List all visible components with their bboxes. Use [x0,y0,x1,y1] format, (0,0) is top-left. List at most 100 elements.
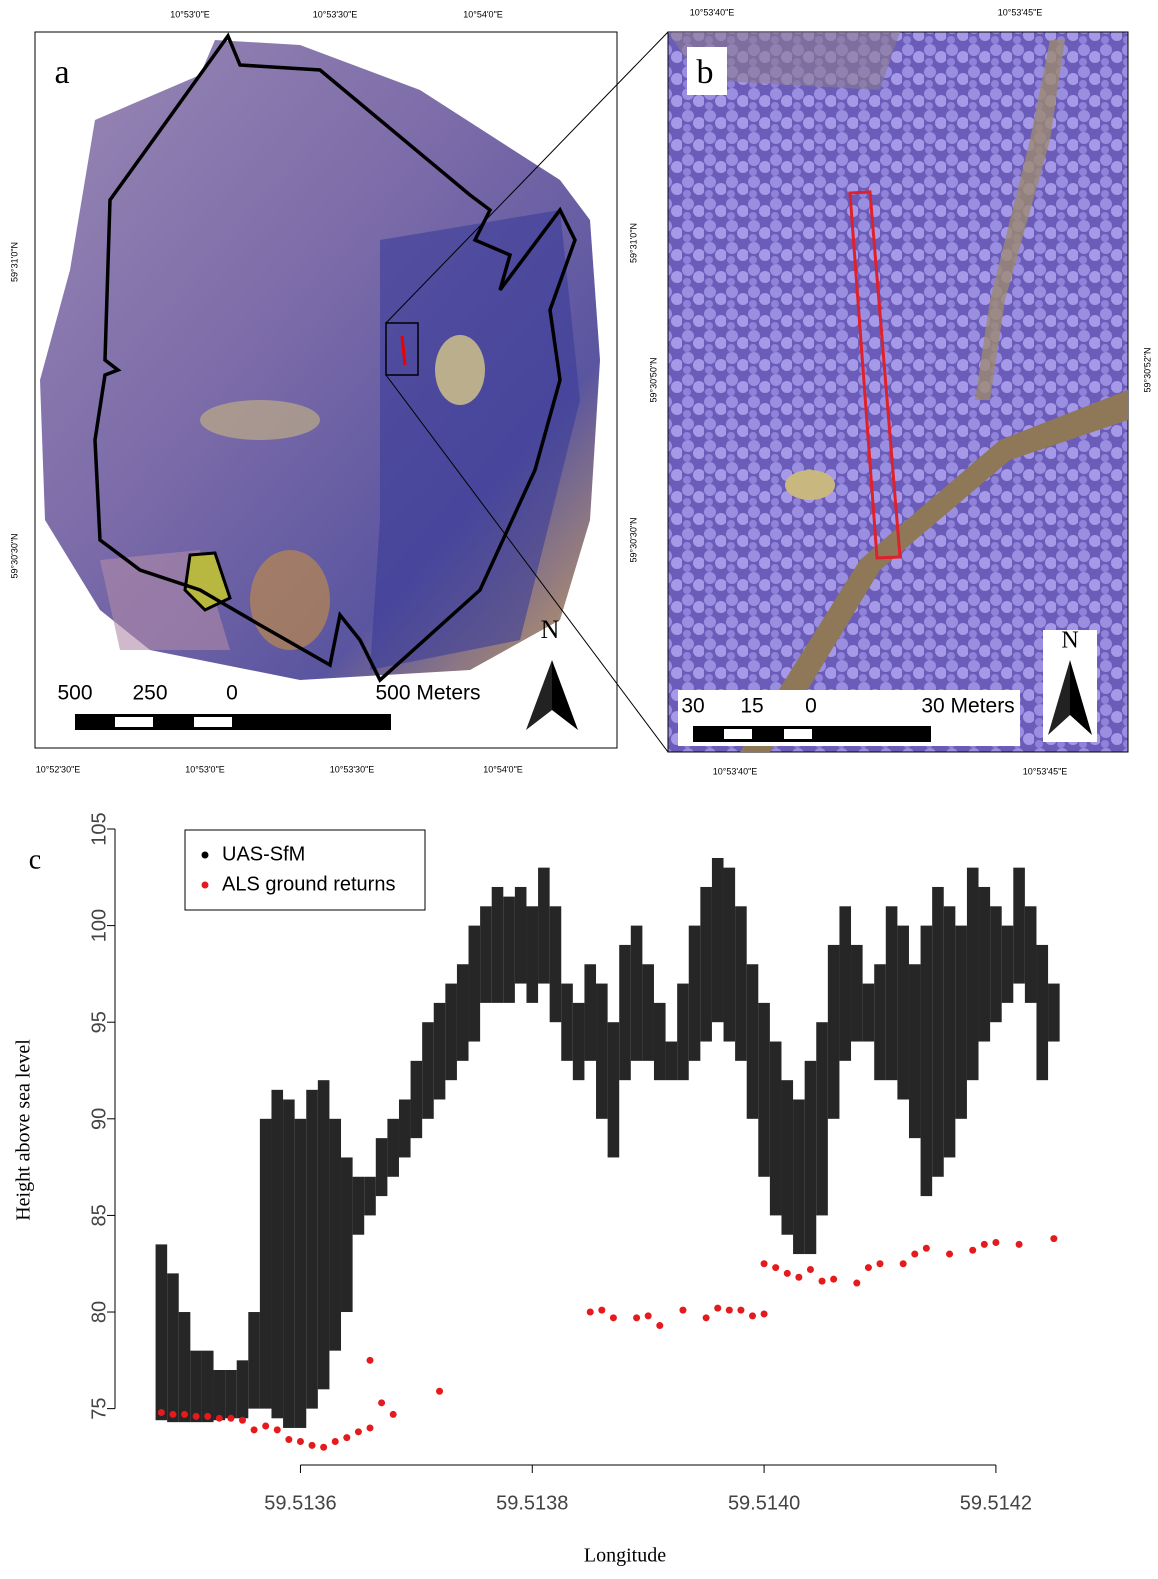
x-tick-label: 59.5142 [960,1492,1032,1514]
panel-label: b [697,54,714,91]
point [633,1314,641,1322]
coord-label: 59°30'52"N [1142,347,1152,392]
point [876,1260,884,1268]
point [1015,1240,1023,1248]
point-cloud-band [723,867,736,1042]
point-cloud-band [781,1080,794,1235]
panel-label-bg [687,47,727,95]
point-cloud-band [572,1002,585,1081]
scale-label: 0 [805,695,817,718]
north-arrow [1070,660,1092,735]
open-area [435,335,485,405]
point-cloud-band [932,886,944,1177]
y-tick-label: 85 [88,1204,110,1226]
coord-label: 59°31'0"N [628,223,638,263]
point-cloud-band [653,1002,666,1081]
point [1050,1235,1058,1243]
point [192,1412,200,1420]
point [239,1416,246,1424]
coord-label: 59°31'0"N [9,242,19,282]
point [992,1238,1000,1246]
point-cloud-band [364,1176,376,1216]
point-cloud-band [897,925,909,1100]
point-cloud-band [398,1099,411,1158]
point [911,1250,919,1258]
point-cloud-band [1024,906,1037,1003]
north-arrow [552,660,578,730]
coord-label: 10°53'40"E [713,766,758,776]
point-cloud-band [596,983,608,1119]
point-cloud-band [851,944,863,1042]
map-b [667,31,1129,753]
x-tick-label: 59.5136 [264,1492,336,1514]
point-cloud-band [1048,983,1060,1042]
x-tick-label: 59.5138 [496,1492,568,1514]
inset-box [385,322,419,376]
open-area [200,400,320,440]
coord-label: 10°53'40"E [690,7,735,17]
point-cloud-band [329,1118,342,1351]
legend-marker [201,881,209,889]
point-cloud-band [526,906,539,1003]
point-cloud-band [793,1099,805,1255]
point [737,1306,745,1314]
point-cloud-band [630,925,643,1061]
point [783,1269,791,1277]
map-a [34,31,669,753]
point-cloud-band [943,906,956,1158]
point-cloud-band [514,886,527,984]
coord-label: 59°30'30"N [628,517,638,562]
north-arrow [526,660,552,730]
point [320,1443,328,1451]
point-cloud-band [167,1273,179,1423]
point-cloud-band [677,983,689,1081]
point [760,1310,768,1318]
scale-label: 500 Meters [375,682,480,705]
y-tick-label: 95 [88,1011,110,1033]
point-cloud-band [607,1022,620,1158]
point [227,1414,235,1422]
point [204,1412,212,1420]
point-cloud-band [746,964,759,1119]
point-cloud-band [422,1022,434,1119]
point-cloud-band [225,1369,237,1419]
point-cloud-band [375,1138,388,1197]
point-cloud-band [862,983,875,1042]
point [980,1240,988,1248]
point-cloud-band [978,886,991,1042]
coord-label: 10°52'30"E [36,764,81,774]
point [679,1306,687,1314]
y-tick-label: 80 [88,1301,110,1323]
point-cloud-band [236,1360,249,1419]
point-cloud-band [619,944,631,1081]
coord-label: 10°53'30"E [313,9,358,19]
panel-label-bg [44,47,84,95]
north-arrow [1048,660,1070,735]
point-cloud-band [283,1099,295,1428]
inset-connector [385,374,669,753]
point [598,1306,606,1314]
x-axis-label: Longitude [584,1545,666,1567]
point-cloud-band [213,1369,226,1421]
point-cloud-band [259,1118,272,1409]
coord-label: 10°53'45"E [998,7,1043,17]
point [749,1312,756,1320]
point [714,1304,722,1312]
point-cloud-band [503,896,515,1003]
inset-connector [385,31,669,324]
point-cloud-band [538,867,550,984]
point [586,1308,594,1316]
point-cloud-band [155,1244,168,1421]
point-cloud-band [317,1080,330,1390]
point [273,1426,281,1434]
point [795,1273,803,1281]
point-cloud-band [688,925,701,1061]
point-cloud-band [294,1118,307,1428]
point [296,1437,304,1445]
point-cloud-band [839,906,852,1061]
point-cloud-band [642,964,654,1061]
scale-label: 15 [740,695,763,718]
point-cloud-band [352,1176,365,1235]
legend-label: UAS-SfM [222,843,305,865]
